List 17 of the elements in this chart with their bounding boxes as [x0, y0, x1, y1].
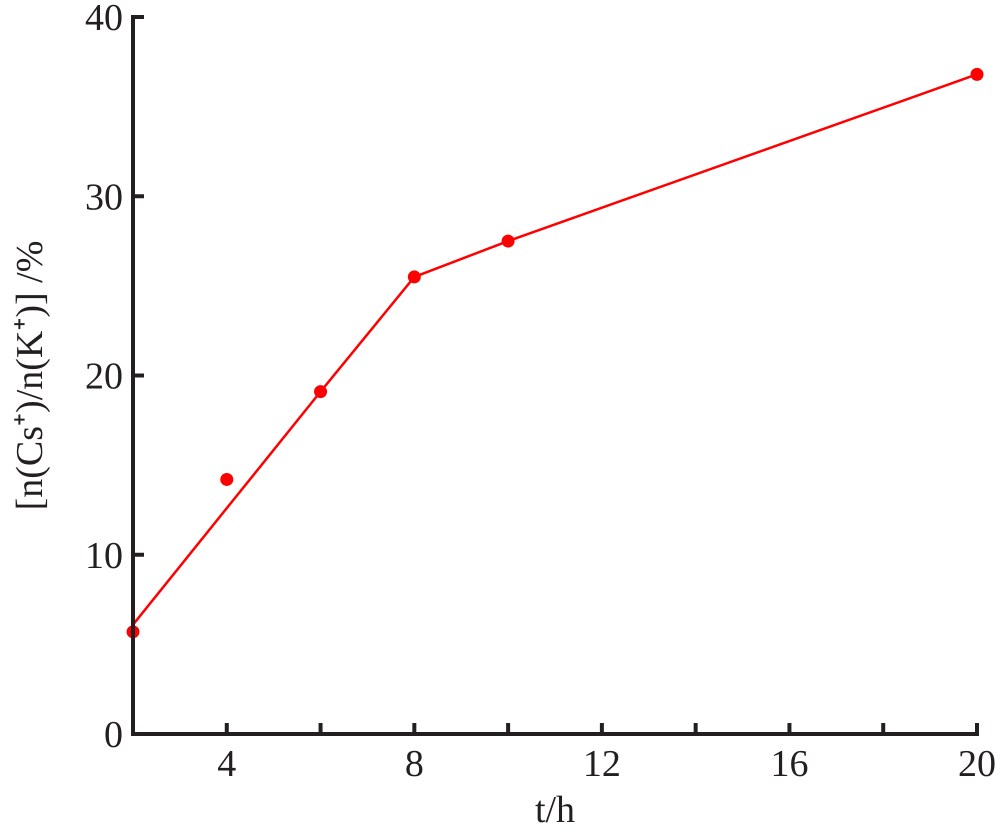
point [970, 68, 984, 81]
y-tick-label: 0 [104, 714, 123, 756]
point [314, 385, 328, 398]
x-axis-title: t/h [534, 789, 576, 831]
x-tick-label: 12 [582, 743, 621, 785]
x-tick-label: 16 [770, 743, 808, 785]
x-tick-label: 20 [958, 743, 996, 785]
y-tick-label: 30 [85, 176, 123, 218]
x-tick-label: 8 [404, 743, 424, 785]
point [408, 270, 421, 284]
y-axis-title: [n(Cs⁺)/n(K⁺)] /% [9, 240, 51, 510]
point [220, 472, 234, 486]
y-tick-label: 10 [85, 534, 123, 577]
x-tick-label: 4 [217, 743, 236, 785]
y-tick-label: 20 [85, 356, 123, 398]
point [502, 234, 515, 248]
y-tick-label: 40 [85, 0, 123, 39]
